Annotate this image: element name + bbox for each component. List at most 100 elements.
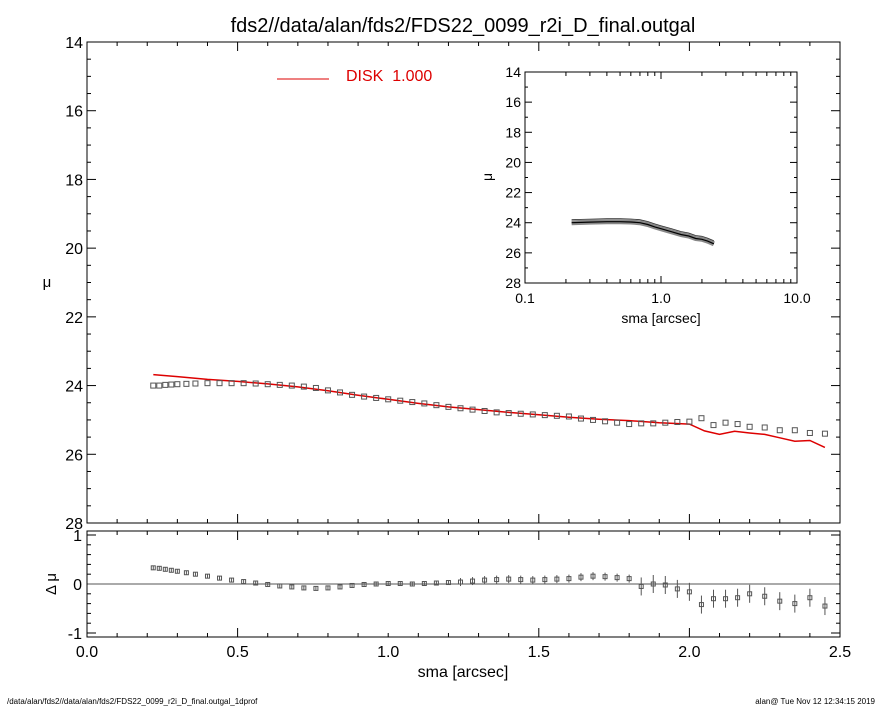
data-point-marker — [300, 383, 307, 390]
residual-point-marker — [650, 581, 656, 587]
legend: DISK 1.000 — [277, 68, 432, 85]
residual-frame — [86, 530, 841, 638]
inset-y-tick-label: 20 — [505, 154, 521, 170]
residual-point-marker — [735, 595, 741, 601]
data-point-marker — [228, 380, 235, 387]
data-point-marker — [722, 419, 729, 426]
main-y-tick-label: 16 — [65, 104, 83, 121]
residual-point-marker — [747, 591, 753, 597]
residual-point-marker — [578, 574, 584, 580]
inset-x-tick-label: 0.1 — [515, 290, 535, 306]
residual-point-marker — [792, 601, 798, 607]
residual-y-tick-label: -1 — [68, 626, 82, 643]
residual-point-marker — [566, 576, 572, 582]
residual-point-marker — [554, 576, 560, 582]
residual-point-marker — [445, 580, 451, 586]
main-y-tick-label: 14 — [65, 35, 83, 52]
data-point-marker — [791, 427, 798, 434]
residual-point-marker — [518, 577, 524, 583]
main-frame — [86, 41, 841, 524]
data-point-marker — [565, 413, 572, 420]
residual-point-marker — [807, 595, 813, 601]
data-point-marker — [698, 415, 705, 422]
data-point-marker — [776, 427, 783, 434]
residual-point-marker — [542, 577, 548, 583]
main-series — [150, 373, 828, 449]
residual-point-marker — [638, 583, 644, 589]
residual-point-marker — [409, 581, 415, 587]
residual-point-marker — [204, 573, 210, 579]
data-point-marker — [614, 419, 621, 426]
residual-point-marker — [698, 602, 704, 608]
residual-point-marker — [217, 575, 223, 581]
data-point-marker — [734, 421, 741, 428]
data-point-marker — [481, 407, 488, 414]
residual-point-marker — [602, 574, 608, 580]
x-tick-label: 0.0 — [76, 644, 98, 661]
inset-panel: 14 16 18 20 22 24 26 280.1 1.0 10.0 μ sma [arcsec… — [479, 64, 811, 326]
main-panel: 14 16 18 20 22 24 26 28 μ DISK 1.000 — [43, 35, 841, 533]
data-point-marker — [312, 384, 319, 391]
residual-point-marker — [397, 581, 403, 587]
data-point-marker — [553, 412, 560, 419]
inset-profile-line — [571, 221, 715, 245]
data-point-marker — [264, 381, 271, 388]
residual-point-marker — [822, 603, 828, 609]
main-y-tick-label: 26 — [65, 447, 83, 464]
inset-y-axis-label: μ — [479, 173, 495, 181]
residual-point-marker — [373, 581, 379, 587]
residual-point-marker — [433, 580, 439, 586]
x-tick-label: 0.5 — [226, 644, 248, 661]
data-point-marker — [373, 394, 380, 401]
data-point-marker — [761, 424, 768, 431]
data-point-marker — [174, 381, 181, 388]
residual-y-tick-label: 0 — [73, 577, 82, 594]
main-y-tick-label: 20 — [65, 241, 83, 258]
data-point-marker — [746, 423, 753, 430]
residual-point-marker — [150, 565, 156, 571]
main-y-tick-label: 22 — [65, 310, 83, 327]
data-point-marker — [650, 420, 657, 427]
data-point-marker — [337, 389, 344, 396]
data-point-marker — [445, 403, 452, 410]
data-point-marker — [168, 381, 175, 388]
residual-point-marker — [289, 584, 295, 590]
inset-y-tick-label: 16 — [505, 94, 521, 110]
residual-point-marker — [777, 598, 783, 604]
residual-point-marker — [183, 570, 189, 576]
main-y-tick-label: 18 — [65, 172, 83, 189]
data-point-marker — [505, 410, 512, 417]
data-point-marker — [626, 421, 633, 428]
data-point-marker — [349, 391, 356, 398]
data-point-marker — [276, 381, 283, 388]
data-point-marker — [252, 380, 259, 387]
residual-point-marker — [168, 567, 174, 573]
main-y-tick-label: 28 — [65, 516, 83, 533]
inset-y-tick-label: 18 — [505, 124, 521, 140]
data-point-marker — [421, 400, 428, 407]
data-point-marker — [590, 416, 597, 423]
main-y-axis-label: μ — [43, 274, 52, 291]
inset-y-tick-label: 28 — [505, 275, 521, 291]
data-point-marker — [638, 420, 645, 427]
residual-point-marker — [626, 576, 632, 582]
residual-point-marker — [762, 593, 768, 599]
residual-point-marker — [241, 579, 247, 585]
residual-point-marker — [674, 586, 680, 592]
residual-point-marker — [325, 585, 331, 591]
residual-point-marker — [174, 568, 180, 574]
residual-point-marker — [614, 575, 620, 581]
data-point-marker — [821, 430, 828, 437]
inset-y-tick-label: 14 — [505, 64, 521, 80]
data-point-marker — [517, 410, 524, 417]
data-point-marker — [216, 380, 223, 387]
residual-point-marker — [470, 578, 476, 584]
data-point-marker — [361, 393, 368, 400]
data-point-marker — [469, 406, 476, 413]
data-point-marker — [409, 399, 416, 406]
residual-point-marker — [662, 582, 668, 588]
data-point-marker — [192, 380, 199, 387]
residual-point-marker — [265, 581, 271, 587]
inset-series — [571, 218, 715, 247]
x-tick-label: 1.5 — [528, 644, 550, 661]
